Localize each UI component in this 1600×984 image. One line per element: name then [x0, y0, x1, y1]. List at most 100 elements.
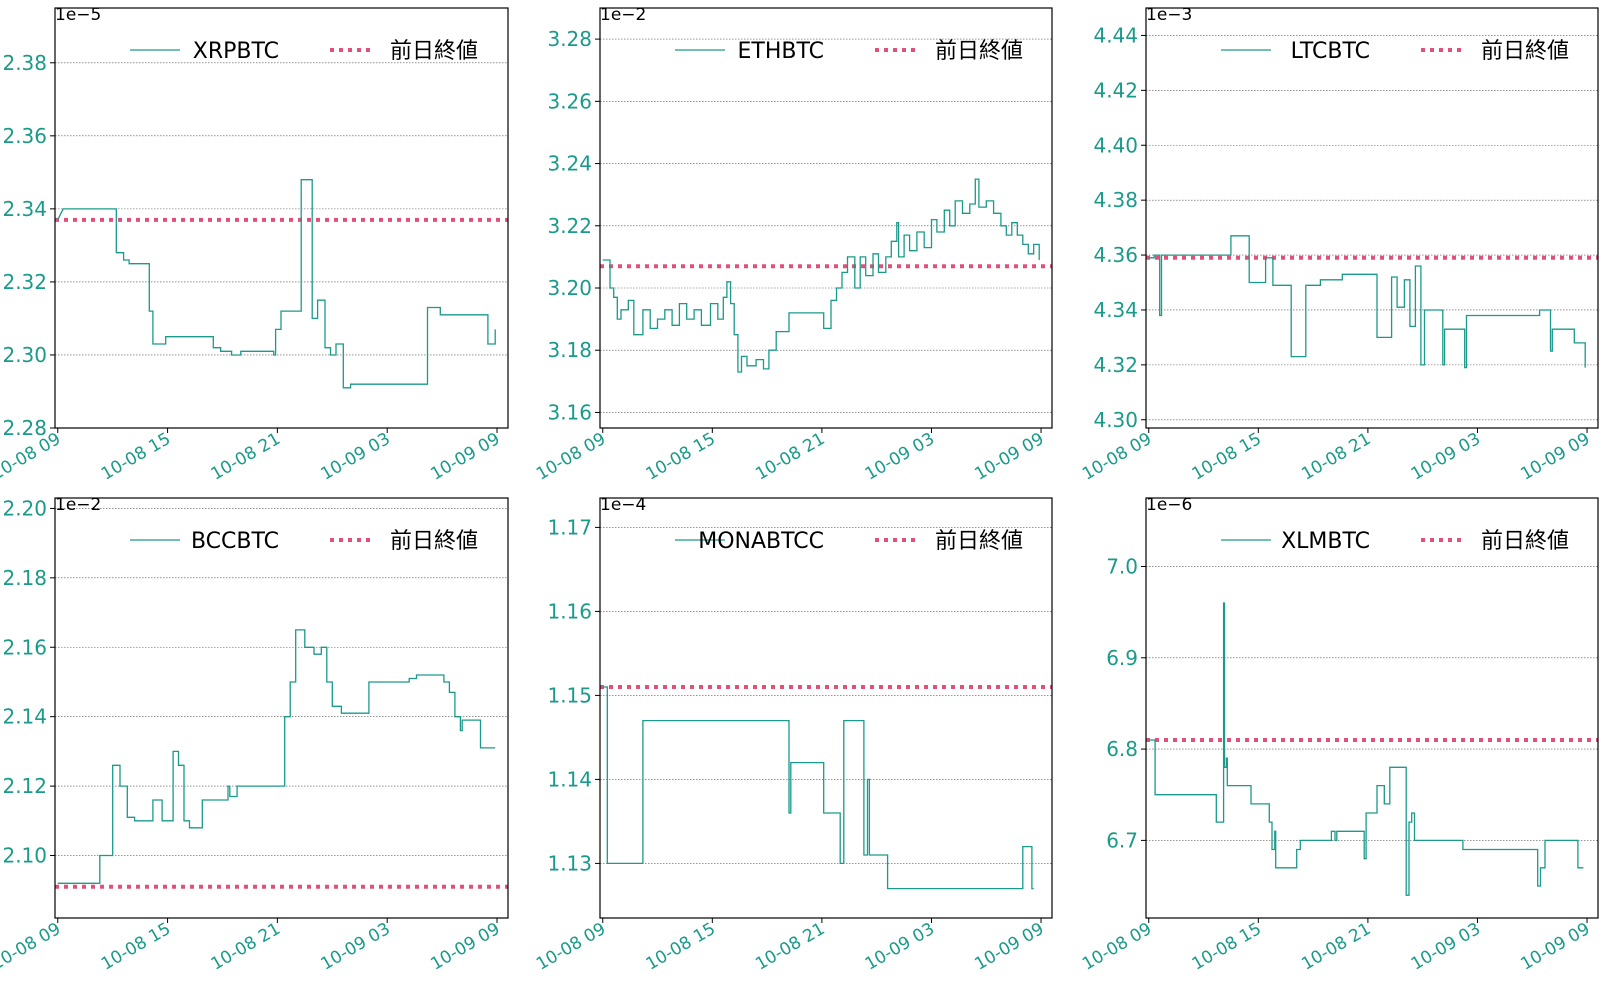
y-tick-label: 6.8 — [1106, 737, 1138, 761]
chart-panel-3: 4.30 4.32 4.34 4.36 4.38 4.40 4.42 4.44 10-08 09… — [1079, 5, 1599, 485]
y-tick-label: 1.16 — [547, 599, 592, 623]
x-tick-label: 10-08 21 — [208, 919, 284, 975]
x-tick-label: 10-08 09 — [1079, 919, 1155, 975]
plot-frame — [1145, 497, 1599, 919]
legend-series-label: BCCBTC — [191, 529, 279, 554]
axis-exponent-label: 1e−5 — [55, 5, 101, 25]
x-tick-label: 10-08 15 — [643, 919, 719, 975]
x-tick-label: 10-08 15 — [98, 919, 174, 975]
x-tick-label: 10-09 03 — [862, 429, 938, 485]
x-tick-label: 10-09 09 — [971, 919, 1047, 975]
y-tick-label: 2.10 — [2, 844, 47, 868]
y-tick-label: 1.13 — [547, 851, 592, 875]
x-tick-label: 10-08 21 — [752, 429, 828, 485]
y-tick-label: 2.18 — [2, 566, 47, 590]
y-tick-label: 4.44 — [1093, 23, 1138, 47]
y-tick-label: 2.14 — [2, 705, 47, 729]
plot-frame — [54, 497, 509, 919]
chart-panel-6: 6.7 6.8 6.9 7.0 10-08 09 10-08 15 10-08 21 10-0… — [1079, 495, 1599, 975]
series-line-bccbtc — [57, 629, 496, 884]
chart-panel-5: 1.13 1.14 1.15 1.16 1.17 10-08 09 10-08 15 10-0… — [533, 495, 1053, 975]
x-tick-label: 10-08 21 — [1298, 919, 1374, 975]
series-line-monabtcc — [602, 686, 1034, 890]
y-tick-label: 4.42 — [1093, 78, 1138, 102]
x-tick-label: 10-08 15 — [1189, 919, 1265, 975]
y-tick-label: 2.30 — [2, 343, 47, 367]
x-tick-label: 10-09 09 — [1517, 919, 1593, 975]
x-tick-label: 10-09 09 — [971, 429, 1047, 485]
x-tick-label: 10-08 09 — [0, 919, 64, 975]
y-tick-label: 3.18 — [547, 338, 592, 362]
axis-exponent-label: 1e−4 — [600, 495, 646, 515]
y-tick-label: 2.36 — [2, 124, 47, 148]
legend-series-label: XLMBTC — [1281, 529, 1370, 554]
axis-exponent-label: 1e−2 — [600, 5, 646, 25]
x-tick-label: 10-08 09 — [533, 919, 609, 975]
y-tick-label: 6.9 — [1106, 646, 1138, 670]
x-tick-label: 10-09 03 — [1408, 429, 1484, 485]
x-tick-label: 10-09 09 — [427, 919, 503, 975]
legend-series-label: XRPBTC — [193, 39, 279, 64]
y-tick-label: 7.0 — [1106, 554, 1138, 578]
y-tick-label: 1.14 — [547, 767, 592, 791]
y-tick-label: 4.30 — [1093, 408, 1138, 432]
plot-frame — [599, 497, 1053, 919]
y-tick-label: 3.26 — [547, 89, 592, 113]
x-tick-label: 10-08 21 — [752, 919, 828, 975]
axis-exponent-label: 1e−6 — [1146, 495, 1192, 515]
series-line-xrpbtc — [57, 179, 496, 389]
y-tick-label: 3.20 — [547, 276, 592, 300]
y-tick-label: 2.20 — [2, 496, 47, 520]
legend-reference-label: 前日終値 — [935, 529, 1023, 554]
y-tick-label: 6.7 — [1106, 828, 1138, 852]
legend-reference-label: 前日終値 — [1481, 39, 1569, 64]
legend-series-label: ETHBTC — [738, 39, 825, 64]
x-tick-label: 10-09 09 — [1517, 429, 1593, 485]
y-tick-label: 1.15 — [547, 683, 592, 707]
y-tick-label: 3.28 — [547, 27, 592, 51]
axis-exponent-label: 1e−2 — [55, 495, 101, 515]
legend-reference-label: 前日終値 — [390, 529, 478, 554]
legend-series-label: MONABTCC — [698, 529, 824, 554]
y-tick-label: 3.24 — [547, 152, 592, 176]
chart-panel-4: 2.10 2.12 2.14 2.16 2.18 2.20 10-08 09 10-08 15… — [0, 495, 509, 975]
series-line-ltcbtc — [1148, 235, 1586, 369]
y-tick-label: 4.40 — [1093, 133, 1138, 157]
plot-frame — [599, 7, 1053, 429]
legend-series-label: LTCBTC — [1291, 39, 1370, 64]
x-tick-label: 10-09 09 — [427, 429, 503, 485]
x-tick-label: 10-09 03 — [862, 919, 938, 975]
x-tick-label: 10-08 15 — [643, 429, 719, 485]
legend-reference-label: 前日終値 — [935, 39, 1023, 64]
chart-panel-2: 3.16 3.18 3.20 3.22 3.24 3.26 3.28 10-08 09 10-0… — [533, 5, 1053, 485]
y-tick-label: 1.17 — [547, 515, 592, 539]
y-tick-label: 2.32 — [2, 270, 47, 294]
legend-reference-label: 前日終値 — [1481, 529, 1569, 554]
plot-frame — [1145, 7, 1599, 429]
x-tick-label: 10-08 15 — [1189, 429, 1265, 485]
y-tick-label: 4.32 — [1093, 353, 1138, 377]
legend-reference-label: 前日終値 — [390, 39, 478, 64]
x-tick-label: 10-08 15 — [98, 429, 174, 485]
y-tick-label: 3.22 — [547, 214, 592, 238]
x-tick-label: 10-08 21 — [1298, 429, 1374, 485]
x-tick-label: 10-09 03 — [1408, 919, 1484, 975]
x-tick-label: 10-09 03 — [318, 919, 394, 975]
y-tick-label: 2.34 — [2, 197, 47, 221]
y-tick-label: 3.16 — [547, 400, 592, 424]
y-tick-label: 2.28 — [2, 416, 47, 440]
x-tick-label: 10-08 09 — [1079, 429, 1155, 485]
axis-exponent-label: 1e−3 — [1146, 5, 1192, 25]
y-tick-label: 4.38 — [1093, 188, 1138, 212]
series-line-ethbtc — [602, 178, 1040, 373]
plot-frame — [54, 7, 509, 429]
y-tick-label: 4.34 — [1093, 298, 1138, 322]
x-tick-label: 10-08 21 — [208, 429, 284, 485]
y-tick-label: 2.38 — [2, 51, 47, 75]
y-tick-label: 2.16 — [2, 635, 47, 659]
y-tick-label: 2.12 — [2, 774, 47, 798]
x-tick-label: 10-08 09 — [533, 429, 609, 485]
y-tick-label: 4.36 — [1093, 243, 1138, 267]
